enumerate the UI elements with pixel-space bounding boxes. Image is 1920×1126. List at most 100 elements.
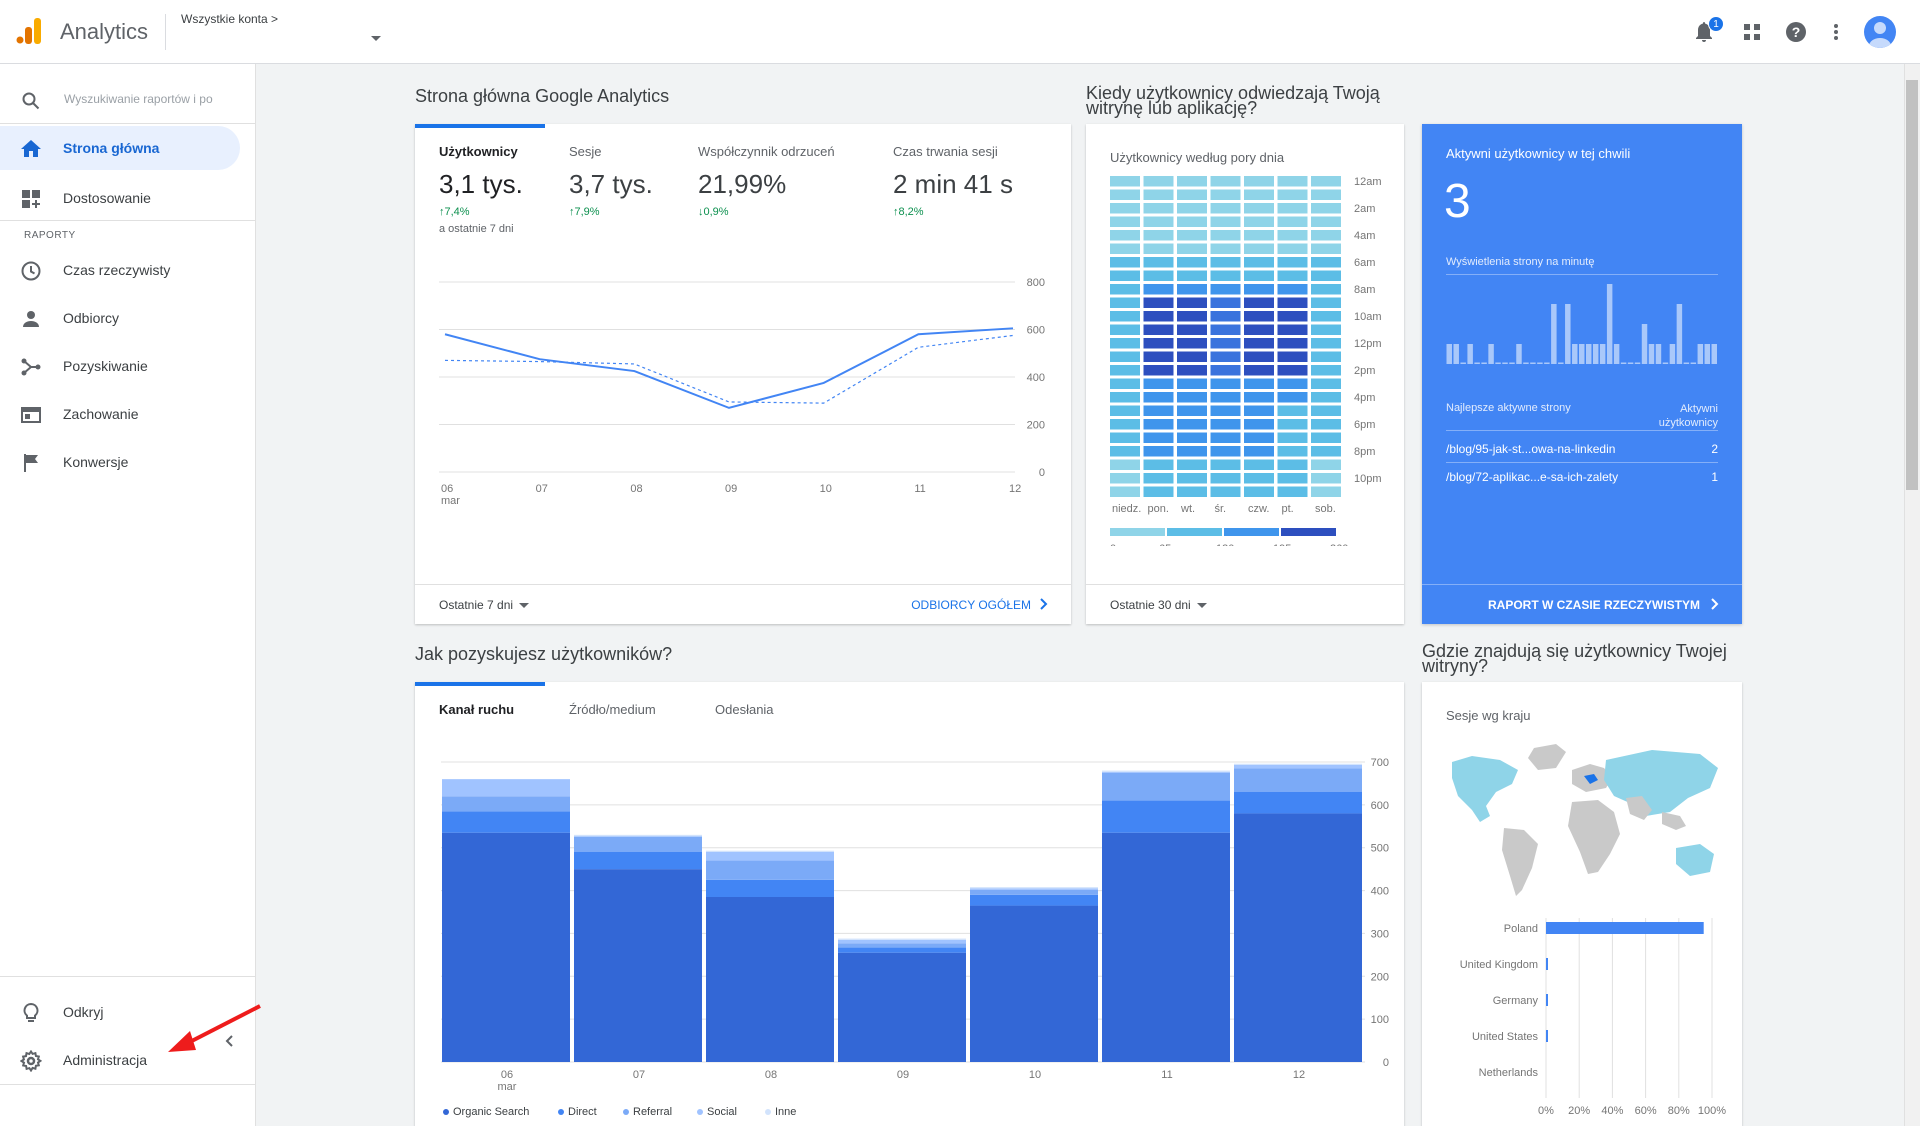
heatmap-cell bbox=[1311, 419, 1341, 430]
heatmap-cell bbox=[1244, 486, 1274, 497]
x-tick-label: 12 bbox=[1009, 483, 1021, 495]
y-tick-label: 200 bbox=[1027, 420, 1045, 432]
heatmap-cell bbox=[1244, 365, 1274, 376]
country-bar bbox=[1546, 922, 1704, 934]
heatmap-cell bbox=[1210, 243, 1241, 254]
stacked-bar-segment bbox=[574, 836, 702, 837]
selected-metric-indicator bbox=[415, 124, 545, 128]
heatmap-cell bbox=[1177, 432, 1207, 443]
heatmap-cell bbox=[1210, 473, 1241, 484]
heatmap-cell bbox=[1210, 405, 1241, 416]
sidebar-item-home[interactable]: Strona główna bbox=[0, 126, 240, 170]
heatmap-cell bbox=[1143, 216, 1174, 227]
chevron-right-icon[interactable] bbox=[1708, 597, 1722, 611]
tab-referrals[interactable]: Odesłania bbox=[715, 702, 774, 717]
card-footer: Ostatnie 30 dni bbox=[1086, 584, 1404, 624]
stacked-bar-segment bbox=[838, 947, 966, 953]
heatmap-cell bbox=[1210, 459, 1241, 470]
heatmap-cell bbox=[1143, 311, 1174, 322]
analytics-logo-icon[interactable] bbox=[14, 16, 44, 46]
apps-grid-icon[interactable] bbox=[1738, 18, 1766, 46]
day-label: pon. bbox=[1148, 503, 1169, 515]
x-tick-label: 40% bbox=[1601, 1105, 1623, 1117]
sidebar-item-customization[interactable]: Dostosowanie bbox=[0, 176, 240, 220]
heatmap-cell bbox=[1110, 324, 1140, 335]
active-page-row[interactable]: /blog/95-jak-st...owa-na-linkedin 2 bbox=[1446, 442, 1718, 456]
active-page-path[interactable]: /blog/95-jak-st...owa-na-linkedin bbox=[1446, 442, 1616, 456]
active-page-path[interactable]: /blog/72-aplikac...e-sa-ich-zalety bbox=[1446, 470, 1619, 484]
pageview-bar bbox=[1648, 344, 1655, 364]
sidebar-item-discover[interactable]: Odkryj bbox=[0, 990, 240, 1034]
sidebar-item-acquisition[interactable]: Pozyskiwanie bbox=[0, 344, 240, 388]
y-tick-label: 0 bbox=[1383, 1057, 1389, 1069]
card-footer: Ostatnie 7 dni ODBIORCY OGÓŁEM bbox=[415, 584, 1071, 624]
sidebar-item-behavior[interactable]: Zachowanie bbox=[0, 392, 240, 436]
tab-source-medium[interactable]: Źródło/medium bbox=[569, 702, 656, 717]
chevron-right-icon[interactable] bbox=[1037, 597, 1051, 611]
date-range-selector[interactable]: Ostatnie 30 dni bbox=[1110, 598, 1207, 612]
pageview-bar bbox=[1711, 344, 1717, 364]
stacked-bar-segment bbox=[1102, 772, 1230, 801]
heatmap-cell bbox=[1143, 392, 1174, 403]
heatmap-cell bbox=[1110, 311, 1140, 322]
account-selector[interactable] bbox=[178, 30, 386, 52]
sidebar-item-audience[interactable]: Odbiorcy bbox=[0, 296, 240, 340]
sidebar-item-conversions[interactable]: Konwersje bbox=[0, 440, 240, 484]
heatmap-cell bbox=[1210, 257, 1241, 268]
active-page-row[interactable]: /blog/72-aplikac...e-sa-ich-zalety 1 bbox=[1446, 470, 1718, 484]
metric-sessions[interactable]: Sesje 3,7 tys. ↑7,9% bbox=[569, 144, 653, 218]
heatmap-cell bbox=[1277, 338, 1308, 349]
metric-session-duration[interactable]: Czas trwania sesji 2 min 41 s ↑8,2% bbox=[893, 144, 1013, 218]
pageview-bar bbox=[1481, 362, 1487, 364]
world-map[interactable] bbox=[1442, 740, 1722, 900]
avatar[interactable] bbox=[1864, 16, 1896, 48]
heatmap-cell bbox=[1210, 351, 1241, 362]
hour-label: 2am bbox=[1354, 203, 1375, 215]
day-label: czw. bbox=[1248, 503, 1269, 515]
chevron-left-icon[interactable] bbox=[222, 1033, 238, 1049]
sidebar-item-label: Administracja bbox=[63, 1052, 148, 1068]
heatmap-cell bbox=[1244, 324, 1274, 335]
tab-channel[interactable]: Kanał ruchu bbox=[439, 702, 515, 717]
metric-users[interactable]: Użytkownicy 3,1 tys. ↑7,4% a ostatnie 7 … bbox=[439, 144, 523, 235]
pageview-bar bbox=[1690, 362, 1697, 364]
heatmap-cell bbox=[1311, 392, 1341, 403]
audience-overview-link[interactable]: ODBIORCY OGÓŁEM bbox=[911, 598, 1031, 612]
heatmap-cell bbox=[1143, 419, 1174, 430]
legend-dot-icon bbox=[558, 1109, 564, 1116]
heatmap-cell bbox=[1311, 365, 1341, 376]
pageview-bar bbox=[1495, 362, 1501, 364]
realtime-report-link[interactable]: RAPORT W CZASIE RZECZYWISTYM bbox=[1488, 598, 1700, 612]
date-range-selector[interactable]: Ostatnie 7 dni bbox=[439, 598, 530, 612]
x-tick-label: 60% bbox=[1635, 1105, 1657, 1117]
realtime-count: 3 bbox=[1444, 175, 1471, 228]
heatmap-cell bbox=[1143, 284, 1174, 295]
divider bbox=[1446, 430, 1718, 431]
legend-item: Direct bbox=[558, 1106, 597, 1118]
stacked-bar-segment bbox=[838, 952, 966, 1062]
metric-bounce-rate[interactable]: Współczynnik odrzuceń 21,99% ↓0,9% bbox=[698, 144, 835, 218]
sidebar-item-admin[interactable]: Administracja bbox=[0, 1038, 240, 1082]
chevron-down-icon[interactable] bbox=[371, 36, 381, 41]
scrollbar-thumb[interactable] bbox=[1906, 80, 1918, 490]
pageview-bar bbox=[1565, 304, 1571, 364]
search-input[interactable]: Wyszukiwanie raportów i po bbox=[64, 92, 213, 106]
stacked-bar-segment bbox=[1102, 771, 1230, 773]
pageview-bar bbox=[1599, 344, 1606, 364]
stacked-bar-segment bbox=[1102, 832, 1230, 1062]
country-label: Germany bbox=[1493, 995, 1539, 1007]
heatmap-cell bbox=[1244, 270, 1274, 281]
report-search[interactable]: Wyszukiwanie raportów i po bbox=[0, 76, 256, 124]
heatmap-cell bbox=[1143, 189, 1174, 200]
hour-label: 4am bbox=[1354, 230, 1375, 242]
sidebar-item-realtime[interactable]: Czas rzeczywisty bbox=[0, 248, 240, 292]
help-icon[interactable]: ? bbox=[1782, 18, 1810, 46]
more-vert-icon[interactable] bbox=[1822, 18, 1850, 46]
heatmap-cell bbox=[1277, 284, 1308, 295]
account-breadcrumb[interactable]: Wszystkie konta > bbox=[181, 12, 278, 26]
heatmap-cell bbox=[1210, 284, 1241, 295]
legend-item: Referral bbox=[623, 1106, 672, 1118]
heatmap-cell bbox=[1210, 419, 1241, 430]
divider bbox=[165, 14, 166, 50]
heatmap-cell bbox=[1177, 486, 1207, 497]
